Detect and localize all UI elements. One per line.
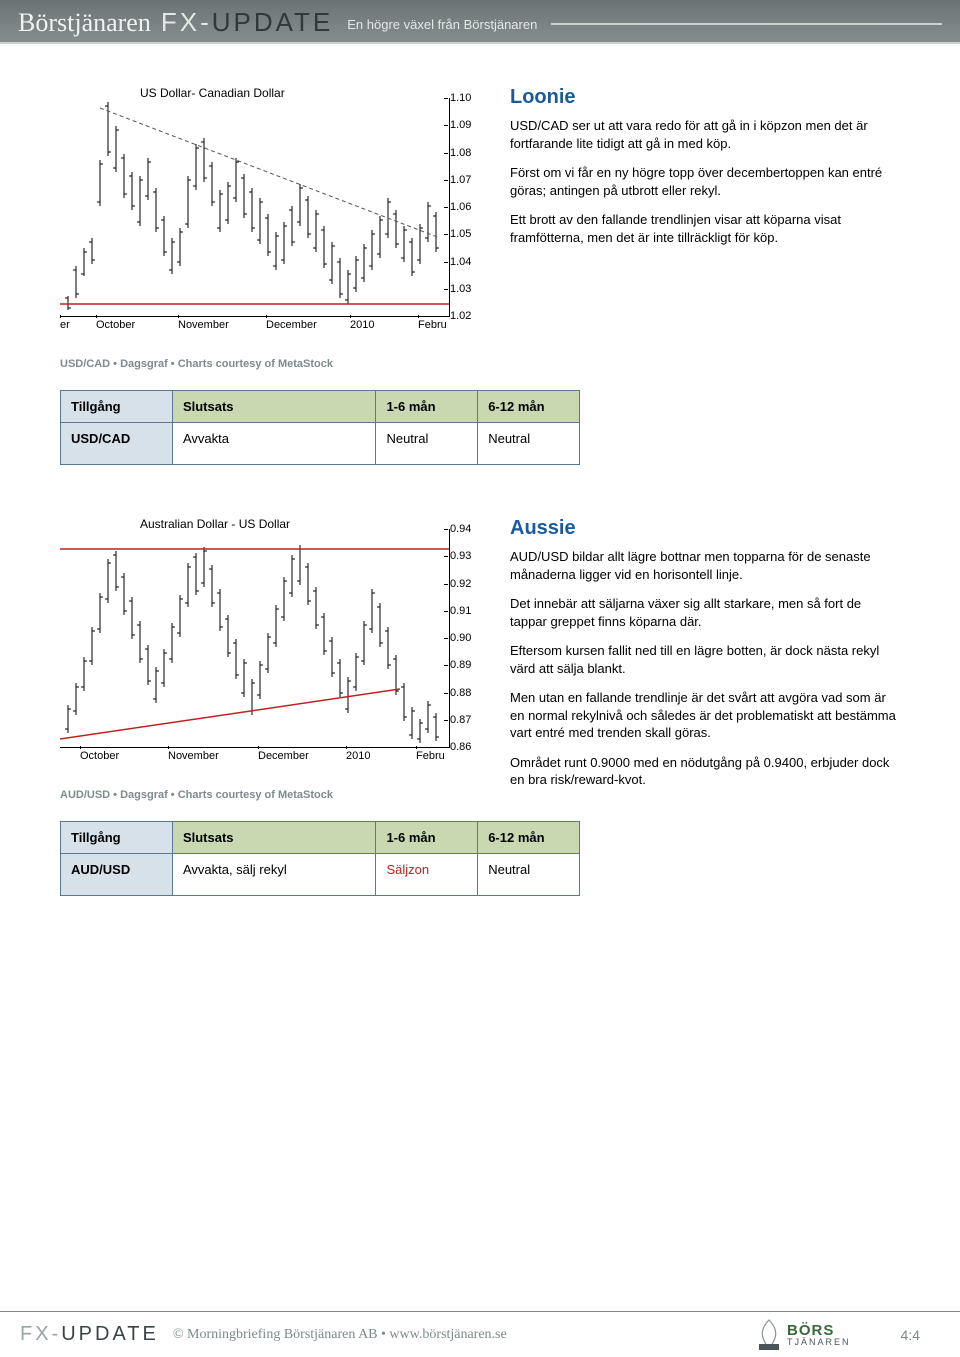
summary-table-usdcad: Tillgång Slutsats 1-6 mån 6-12 mån USD/C…: [60, 390, 580, 465]
logo-text-bottom: TJÄNAREN: [787, 1338, 851, 1347]
summary-table-audusd: Tillgång Slutsats 1-6 mån 6-12 mån AUD/U…: [60, 821, 580, 896]
table-row: AUD/USD Avvakta, sälj rekyl Säljzon Neut…: [61, 854, 580, 896]
analysis-paragraph: Men utan en fallande trendlinje är det s…: [510, 689, 900, 742]
x-tick-label: October: [96, 319, 135, 331]
cell-tillgang: AUD/USD: [61, 854, 173, 896]
table-row: USD/CAD Avvakta Neutral Neutral: [61, 423, 580, 465]
fx-update-wordmark: FX-UPDATE: [161, 7, 333, 38]
x-tick-label: er: [60, 319, 70, 331]
chart-caption: AUD/USD • Dagsgraf • Charts courtesy of …: [60, 789, 490, 801]
x-tick-label: November: [178, 319, 229, 331]
x-axis: er October November December 2010 Febru: [60, 316, 450, 336]
chart-column-usdcad: US Dollar- Canadian Dollar 1.101.091.081…: [60, 84, 490, 370]
page-number: 4:4: [901, 1327, 920, 1343]
chart-usdcad: US Dollar- Canadian Dollar 1.101.091.081…: [60, 84, 490, 354]
x-axis: October November December 2010 Febru: [60, 747, 450, 767]
x-tick-label: December: [258, 750, 309, 762]
col-1-6: 1-6 mån: [376, 822, 478, 854]
x-tick-label: Febru: [418, 319, 447, 331]
page-footer: FX-UPDATE © Morningbriefing Börstjänaren…: [0, 1311, 960, 1357]
y-tick-label: 1.09: [450, 119, 471, 131]
table-header-row: Tillgång Slutsats 1-6 mån 6-12 mån: [61, 822, 580, 854]
y-axis: 0.940.930.920.910.900.890.880.870.86: [450, 529, 490, 747]
col-1-6: 1-6 mån: [376, 391, 478, 423]
y-axis: 1.101.091.081.071.061.051.041.031.02: [450, 98, 490, 316]
analysis-column-loonie: Loonie USD/CAD ser ut att vara redo för …: [510, 84, 900, 370]
col-6-12: 6-12 mån: [478, 391, 580, 423]
cell-1-6: Neutral: [376, 423, 478, 465]
analysis-column-aussie: Aussie AUD/USD bildar allt lägre bottnar…: [510, 515, 900, 801]
analysis-paragraph: USD/CAD ser ut att vara redo för att gå …: [510, 117, 900, 152]
brand-name: Börstjänaren: [18, 8, 151, 38]
col-slutsats: Slutsats: [172, 822, 376, 854]
col-tillgang: Tillgång: [61, 391, 173, 423]
header-tagline: En högre växel från Börstjänaren: [347, 7, 537, 32]
y-tick-label: 0.86: [450, 741, 471, 753]
analysis-paragraph: Ett brott av den fallande trendlinjen vi…: [510, 211, 900, 246]
chart-plot-area: [60, 98, 450, 316]
y-tick-label: 1.08: [450, 147, 471, 159]
section-aussie: Australian Dollar - US Dollar 0.940.930.…: [60, 515, 900, 801]
x-tick-label: 2010: [346, 750, 370, 762]
cell-6-12: Neutral: [478, 854, 580, 896]
y-tick-label: 1.10: [450, 92, 471, 104]
analysis-paragraph: Först om vi får en ny högre topp över de…: [510, 164, 900, 199]
y-tick-label: 0.92: [450, 578, 471, 590]
cell-slutsats: Avvakta, sälj rekyl: [172, 854, 376, 896]
y-tick-label: 0.88: [450, 687, 471, 699]
analysis-paragraph: Det innebär att säljarna växer sig allt …: [510, 595, 900, 630]
footer-logo: BÖRS TJÄNAREN: [755, 1318, 851, 1352]
y-tick-label: 0.91: [450, 605, 471, 617]
x-tick-label: November: [168, 750, 219, 762]
page-header: Börstjänaren FX-UPDATE En högre växel fr…: [0, 0, 960, 44]
y-tick-label: 1.04: [450, 256, 471, 268]
y-tick-label: 1.05: [450, 228, 471, 240]
y-tick-label: 0.89: [450, 659, 471, 671]
header-divider: [551, 23, 942, 25]
x-tick-label: December: [266, 319, 317, 331]
y-tick-label: 0.90: [450, 632, 471, 644]
cell-tillgang: USD/CAD: [61, 423, 173, 465]
y-tick-label: 0.93: [450, 550, 471, 562]
cell-slutsats: Avvakta: [172, 423, 376, 465]
table-header-row: Tillgång Slutsats 1-6 mån 6-12 mån: [61, 391, 580, 423]
chart-plot-area: [60, 529, 450, 747]
y-tick-label: 1.02: [450, 310, 471, 322]
chart-caption: USD/CAD • Dagsgraf • Charts courtesy of …: [60, 358, 490, 370]
col-slutsats: Slutsats: [172, 391, 376, 423]
chart-column-audusd: Australian Dollar - US Dollar 0.940.930.…: [60, 515, 490, 801]
col-tillgang: Tillgång: [61, 822, 173, 854]
analysis-paragraph: AUD/USD bildar allt lägre bottnar men to…: [510, 548, 900, 583]
x-tick-label: Febru: [416, 750, 445, 762]
y-tick-label: 1.07: [450, 174, 471, 186]
analysis-title: Aussie: [510, 515, 900, 542]
footer-credit: © Morningbriefing Börstjänaren AB • www.…: [173, 1327, 507, 1343]
y-tick-label: 0.87: [450, 714, 471, 726]
x-tick-label: October: [80, 750, 119, 762]
footer-fx-wordmark: FX-UPDATE: [20, 1323, 159, 1346]
x-tick-label: 2010: [350, 319, 374, 331]
analysis-paragraph: Området runt 0.9000 med en nödutgång på …: [510, 754, 900, 789]
analysis-title: Loonie: [510, 84, 900, 111]
analysis-paragraph: Eftersom kursen fallit ned till en lägre…: [510, 642, 900, 677]
y-tick-label: 0.94: [450, 523, 471, 535]
col-6-12: 6-12 mån: [478, 822, 580, 854]
y-tick-label: 1.03: [450, 283, 471, 295]
logo-text-top: BÖRS: [787, 1323, 851, 1338]
logo-icon: [755, 1318, 783, 1352]
cell-6-12: Neutral: [478, 423, 580, 465]
y-tick-label: 1.06: [450, 201, 471, 213]
chart-audusd: Australian Dollar - US Dollar 0.940.930.…: [60, 515, 490, 785]
page-content: US Dollar- Canadian Dollar 1.101.091.081…: [0, 44, 960, 896]
cell-1-6: Säljzon: [376, 854, 478, 896]
section-loonie: US Dollar- Canadian Dollar 1.101.091.081…: [60, 84, 900, 370]
